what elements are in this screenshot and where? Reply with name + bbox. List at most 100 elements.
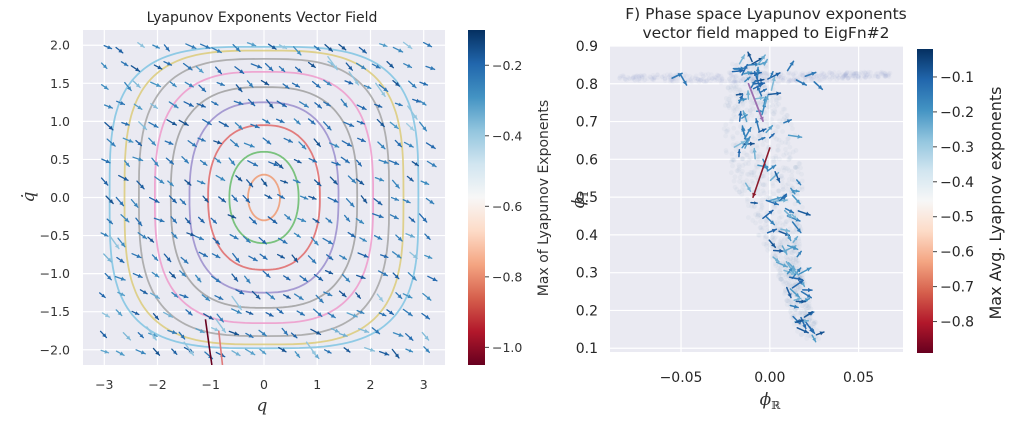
right-cloud-point: [787, 155, 793, 161]
right-cloud-point: [740, 184, 746, 189]
right-vector-arrow: [733, 140, 746, 148]
right-cloud-point: [799, 73, 805, 78]
left-vector-arrow: [281, 327, 289, 336]
right-cloud-point: [740, 156, 746, 162]
right-cloud-point: [797, 284, 803, 290]
right-cloud-point: [790, 280, 795, 286]
left-vector-arrow: [106, 218, 114, 225]
left-vector-arrow: [408, 80, 417, 89]
right-vector-arrow: [758, 128, 767, 133]
right-cloud-point: [688, 78, 694, 84]
left-vector-arrow: [422, 292, 432, 301]
right-cloud-point: [790, 250, 795, 256]
left-vector-arrow: [194, 235, 205, 241]
left-vector-arrow: [148, 196, 160, 204]
right-cb-tick-label: −0.5: [940, 210, 974, 226]
right-cloud-point: [776, 137, 782, 143]
right-cloud-point: [627, 76, 633, 81]
right-y-tick-label: 0.9: [576, 39, 598, 55]
right-cloud-point: [781, 77, 786, 83]
left-vector-arrow: [291, 254, 299, 263]
right-cloud-point: [760, 173, 766, 179]
right-cloud-point: [662, 76, 668, 82]
right-cloud-point: [758, 207, 764, 212]
right-cloud-point: [752, 203, 758, 209]
left-vector-arrow: [330, 327, 340, 333]
right-cloud-point: [633, 73, 639, 79]
right-cloud-point: [670, 79, 676, 85]
right-cloud-point: [786, 70, 792, 76]
right-cloud-point: [776, 80, 782, 85]
right-vector-arrow: [787, 134, 803, 139]
right-cloud-point: [816, 73, 822, 79]
right-cloud-point: [879, 71, 884, 77]
right-cloud-point: [772, 109, 778, 115]
left-vector-arrow: [232, 252, 240, 263]
right-cloud-point: [770, 233, 776, 239]
left-y-tick-label: 0.0: [50, 190, 70, 205]
right-cloud-point: [781, 152, 787, 158]
left-vector-arrow: [260, 178, 268, 187]
right-cloud-point: [793, 287, 799, 293]
left-vector-arrow: [324, 43, 334, 52]
right-cloud-point: [733, 78, 738, 84]
right-cloud-point: [820, 72, 826, 77]
left-vector-arrow: [392, 272, 400, 280]
right-cloud-point: [875, 71, 880, 76]
right-cloud-point: [708, 78, 714, 84]
right-cloud-point: [755, 232, 761, 238]
left-vector-arrow: [147, 236, 155, 243]
right-cloud-point: [763, 118, 768, 124]
right-cloud-point: [742, 188, 748, 193]
left-vector-arrow: [262, 270, 271, 278]
left-vector-arrow: [380, 254, 389, 259]
right-cloud-point: [726, 105, 732, 111]
left-y-tick-label: 0.5: [50, 152, 70, 167]
right-cloud-point: [791, 229, 797, 235]
right-cloud-point: [749, 134, 755, 140]
right-cloud-point: [795, 328, 800, 334]
left-cb-tick-label: −0.4: [492, 128, 522, 143]
left-vector-arrow: [310, 236, 319, 246]
right-cloud-point: [682, 72, 688, 77]
right-cloud-point: [760, 225, 766, 231]
left-vector-arrow: [100, 84, 109, 90]
left-vector-arrow: [228, 330, 240, 336]
right-cloud-point: [879, 71, 884, 77]
left-vector-arrow: [246, 42, 257, 47]
right-cloud-point: [736, 104, 741, 110]
right-cloud-point: [777, 276, 783, 282]
right-cloud-point: [848, 72, 854, 78]
right-cloud-point: [798, 309, 804, 314]
right-vector-arrow: [791, 213, 798, 220]
left-vector-arrow: [343, 347, 351, 353]
left-vector-arrow: [153, 64, 163, 70]
right-vector-arrow: [772, 248, 785, 254]
left-vector-arrow: [151, 157, 159, 167]
right-cloud-point: [777, 244, 783, 250]
left-vector-arrow: [277, 237, 288, 245]
right-cloud-point: [664, 72, 670, 77]
left-vector-arrow: [104, 272, 112, 281]
right-cloud-point: [698, 77, 703, 83]
right-cloud-point: [849, 70, 855, 75]
left-colorbar-ticks: −0.2 −0.4 −0.6 −0.8 −1.0: [485, 58, 522, 355]
right-cloud-point: [764, 138, 770, 144]
right-x-tick-label: 0.00: [754, 370, 785, 386]
right-cloud-point: [777, 226, 783, 232]
right-cloud-point: [783, 219, 789, 225]
left-vector-arrow: [101, 312, 110, 318]
right-cloud-point: [812, 319, 817, 325]
right-vector-arrow: [789, 276, 803, 281]
right-cloud-point: [797, 74, 802, 80]
left-vector-arrow: [139, 289, 148, 295]
right-cloud-point: [750, 218, 756, 223]
right-cloud-point: [820, 74, 825, 80]
right-cloud-point: [797, 287, 803, 292]
right-cloud-point: [731, 157, 736, 163]
left-vector-arrow: [395, 234, 403, 242]
right-cloud-point: [725, 85, 731, 90]
left-vector-arrow: [242, 194, 251, 204]
right-cloud-point: [623, 77, 628, 82]
right-cloud-point: [624, 77, 629, 83]
